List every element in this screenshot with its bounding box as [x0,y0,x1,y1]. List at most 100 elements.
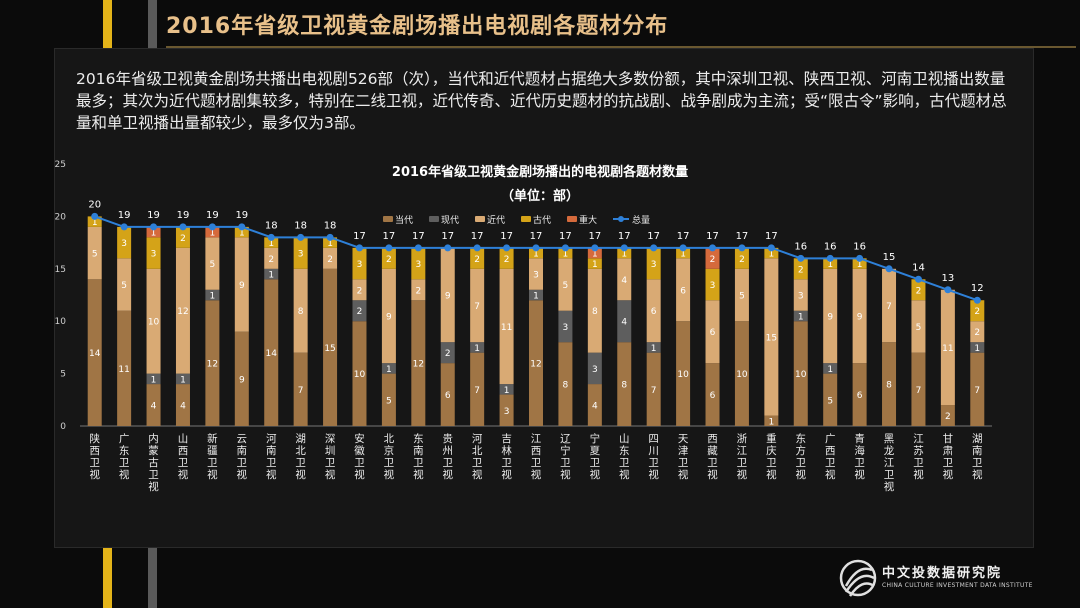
x-tick-label: 四川卫视 [648,433,659,481]
total-point [797,254,805,262]
segment-value-label: 11 [501,323,512,333]
segment-value-label: 2 [327,255,333,265]
segment-value-label: 12 [530,360,541,370]
segment-value-label: 14 [265,349,277,359]
bar-segment [793,279,808,311]
segment-value-label: 3 [415,260,421,270]
segment-value-label: 1 [386,365,392,375]
segment-value-label: 2 [974,328,980,338]
bar-segment [146,268,161,374]
bar-segment [146,237,161,269]
bar-segment [146,373,161,385]
x-tick-label: 湖南卫视 [972,433,983,481]
bar-segment [882,342,897,426]
total-point [709,244,717,252]
bar-segment [175,226,190,248]
segment-value-label: 1 [533,250,539,260]
total-value-label: 13 [942,273,955,284]
bar-segment [793,310,808,322]
segment-value-label: 2 [445,349,451,359]
x-tick-label: 陕西卫视 [89,432,100,481]
bar-segment [558,258,573,311]
bar-segment [617,342,632,426]
segment-value-label: 1 [533,292,539,302]
segment-value-label: 12 [413,360,424,370]
segment-value-label: 1 [651,344,657,354]
total-value-label: 14 [912,262,925,273]
segment-value-label: 8 [621,381,627,391]
segment-value-label: 2 [739,255,745,265]
segment-value-label: 1 [680,250,686,260]
segment-value-label: 3 [298,250,304,260]
bar-segment [470,342,485,353]
total-value-label: 17 [530,231,543,242]
total-value-label: 18 [294,220,307,231]
segment-value-label: 1 [857,260,863,270]
bar-segment [175,384,190,426]
x-tick-label: 东方卫视 [796,432,807,481]
bar-segment [499,384,514,395]
bar-segment [676,321,691,426]
total-value-label: 17 [736,231,749,242]
bar-segment [175,373,190,385]
x-tick-label: 北京卫视 [384,433,395,481]
total-value-label: 16 [824,241,837,252]
segment-value-label: 5 [739,292,745,302]
total-value-label: 17 [618,231,631,242]
bar-segment [205,237,220,290]
bar-segment [323,247,338,269]
segment-value-label: 14 [89,349,101,359]
segment-value-label: 1 [92,218,98,228]
segment-value-label: 12 [177,307,188,317]
segment-value-label: 1 [974,344,980,354]
segment-value-label: 5 [916,323,922,333]
total-point [885,265,893,273]
segment-value-label: 4 [151,402,157,412]
legend-label: 总量 [632,214,650,226]
x-tick-label: 青海卫视 [854,432,865,481]
x-tick-label: 河南卫视 [266,433,277,481]
bar-segment [323,268,338,426]
bar-segment [587,352,602,385]
bar-segment [352,247,367,280]
segment-value-label: 7 [974,386,980,396]
bar-segment [823,268,838,364]
bar-segment [411,247,426,280]
segment-value-label: 10 [736,370,748,380]
bar-segment [352,321,367,426]
bar-segment [911,300,926,353]
bar-segment [587,384,602,426]
segment-value-label: 2 [357,307,363,317]
bar-segment [234,226,249,238]
segment-value-label: 15 [766,333,777,343]
segment-value-label: 1 [180,375,186,385]
bar-segment [87,216,102,227]
segment-value-label: 1 [327,239,333,249]
bar-segment [234,237,249,332]
x-tick-label: 西藏卫视 [707,433,718,481]
bar-segment [352,300,367,322]
segment-value-label: 7 [886,302,892,312]
segment-value-label: 10 [795,370,807,380]
segment-value-label: 1 [563,250,569,260]
segment-value-label: 3 [592,365,598,375]
segment-value-label: 1 [474,344,480,354]
bar-segment [793,258,808,280]
bar-segment [323,237,338,248]
bar-segment [558,310,573,343]
bar-segment [529,300,543,426]
bar-segment [764,415,779,426]
segment-value-label: 8 [298,307,304,317]
total-point [414,244,422,252]
total-value-label: 17 [588,231,601,242]
segment-value-label: 1 [798,312,804,322]
segment-value-label: 4 [180,402,186,412]
total-value-label: 17 [647,231,660,242]
total-point [444,244,452,252]
total-point [944,286,952,294]
segment-value-label: 7 [298,386,304,396]
bar-segment [852,363,867,426]
institute-logo-icon [839,559,877,597]
segment-value-label: 2 [357,286,363,296]
total-value-label: 12 [971,283,984,294]
